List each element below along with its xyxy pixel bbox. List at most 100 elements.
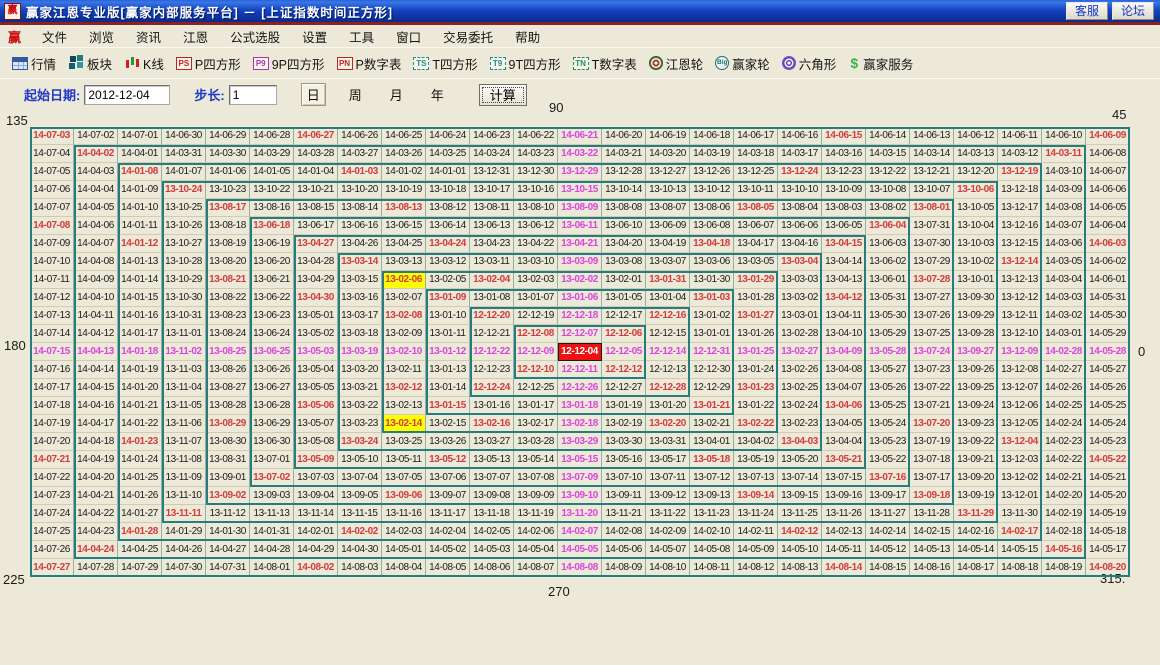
grid-cell: 14-02-09 bbox=[646, 523, 690, 541]
menu-item-7[interactable]: 窗口 bbox=[396, 30, 422, 45]
grid-cell: 13-11-30 bbox=[998, 505, 1042, 523]
toolbar-item-7[interactable]: T9 9T四方形 bbox=[489, 54, 561, 73]
menu-item-4[interactable]: 公式选股 bbox=[230, 30, 281, 45]
grid-cell: 14-03-08 bbox=[1042, 199, 1086, 217]
grid-cell: 13-07-07 bbox=[470, 469, 514, 487]
grid-cell: 13-09-03 bbox=[250, 487, 294, 505]
grid-cell: 13-09-14 bbox=[734, 487, 778, 505]
grid-cell: 13-04-30 bbox=[294, 289, 338, 307]
grid-cell: 14-06-22 bbox=[514, 127, 558, 145]
grid-cell: 14-07-31 bbox=[206, 559, 250, 577]
forum-button[interactable]: 论坛 bbox=[1111, 2, 1154, 20]
grid-cell: 13-05-12 bbox=[426, 451, 470, 469]
grid-cell: 13-02-09 bbox=[382, 325, 426, 343]
grid-cell: 14-06-29 bbox=[206, 127, 250, 145]
toolbar-item-1[interactable]: 板块 bbox=[68, 54, 112, 73]
toolbar-item-5[interactable]: PN P数字表 bbox=[336, 54, 401, 73]
grid-cell: 13-10-03 bbox=[954, 235, 998, 253]
grid-cell: 13-03-12 bbox=[426, 253, 470, 271]
period-option-月[interactable]: 月 bbox=[389, 88, 403, 103]
grid-cell: 14-08-12 bbox=[734, 559, 778, 577]
step-label: 步长: bbox=[194, 88, 225, 103]
grid-cell: 14-02-02 bbox=[338, 523, 382, 541]
grid-cell: 13-12-27 bbox=[646, 163, 690, 181]
grid-cell: 12-12-05 bbox=[602, 343, 646, 361]
toolbar-item-11[interactable]: 六角形 bbox=[781, 54, 836, 73]
toolbar-item-2[interactable]: K线 bbox=[124, 54, 164, 73]
tn-badge-icon: TN bbox=[572, 56, 589, 70]
grid-cell: 14-01-30 bbox=[206, 523, 250, 541]
period-option-周[interactable]: 周 bbox=[348, 88, 362, 103]
menu-item-3[interactable]: 江恩 bbox=[183, 30, 209, 45]
grid-cell: 13-03-07 bbox=[646, 253, 690, 271]
toolbar-item-4[interactable]: P9 9P四方形 bbox=[252, 54, 325, 73]
menu-item-9[interactable]: 帮助 bbox=[515, 30, 541, 45]
grid-cell: 13-05-30 bbox=[866, 307, 910, 325]
grid-cell: 14-01-03 bbox=[338, 163, 382, 181]
toolbar-item-9[interactable]: 江恩轮 bbox=[648, 54, 703, 73]
grid-cell: 14-05-08 bbox=[690, 541, 734, 559]
grid-cell: 14-07-18 bbox=[30, 397, 74, 415]
grid-cell: 13-06-02 bbox=[866, 253, 910, 271]
toolbar-item-3[interactable]: PS P四方形 bbox=[175, 54, 241, 73]
toolbar-item-8[interactable]: TN T数字表 bbox=[572, 54, 637, 73]
menu-item-0[interactable]: 文件 bbox=[42, 30, 68, 45]
calculate-button[interactable]: 计算 bbox=[478, 83, 527, 106]
menu-item-6[interactable]: 工具 bbox=[349, 30, 375, 45]
grid-cell: 14-02-12 bbox=[778, 523, 822, 541]
grid-cell: 13-07-19 bbox=[910, 433, 954, 451]
grid-cell: 13-06-29 bbox=[250, 415, 294, 433]
grid-cell: 14-06-28 bbox=[250, 127, 294, 145]
grid-cell: 13-10-30 bbox=[162, 289, 206, 307]
support-button[interactable]: 客服 bbox=[1065, 2, 1108, 20]
grid-cell: 14-07-28 bbox=[74, 559, 118, 577]
step-input[interactable] bbox=[228, 84, 277, 105]
gann-grid: 14-07-03 14-07-02 14-07-01 14-06-30 14-06-29… bbox=[30, 127, 1130, 577]
grid-cell: 13-10-16 bbox=[514, 181, 558, 199]
toolbar-item-0[interactable]: 行情 bbox=[12, 54, 56, 73]
grid-cell: 14-08-13 bbox=[778, 559, 822, 577]
grid-cell: 12-12-17 bbox=[602, 307, 646, 325]
grid-cell: 13-09-04 bbox=[294, 487, 338, 505]
grid-cell: 13-01-12 bbox=[426, 343, 470, 361]
grid-cell: 13-04-18 bbox=[690, 235, 734, 253]
grid-cell: 12-12-08 bbox=[514, 325, 558, 343]
grid-cell: 13-08-04 bbox=[778, 199, 822, 217]
menu-item-2[interactable]: 资讯 bbox=[136, 30, 162, 45]
window-titlebar: 赢 赢家江恩专业版[赢家内部服务平台] － [上证指数时间正方形] 客服 论坛 bbox=[0, 0, 1160, 22]
ts-badge-icon: TS bbox=[413, 56, 430, 70]
grid-cell: 14-02-05 bbox=[470, 523, 514, 541]
toolbar-item-12[interactable]: $ 赢家服务 bbox=[848, 54, 913, 73]
toolbar-item-label: 行情 bbox=[31, 57, 57, 72]
grid-cell: 13-01-27 bbox=[734, 307, 778, 325]
menu-item-8[interactable]: 交易委托 bbox=[443, 30, 494, 45]
pn-badge-icon: PN bbox=[336, 56, 353, 70]
grid-cell: 13-12-24 bbox=[778, 163, 822, 181]
toolbar-item-6[interactable]: TS T四方形 bbox=[413, 54, 478, 73]
period-option-日[interactable]: 日 bbox=[300, 83, 326, 106]
grid-cell: 13-06-05 bbox=[822, 217, 866, 235]
menu-item-1[interactable]: 浏览 bbox=[89, 30, 115, 45]
grid-cell: 14-04-06 bbox=[74, 217, 118, 235]
period-option-年[interactable]: 年 bbox=[430, 88, 444, 103]
grid-cell: 12-12-21 bbox=[470, 325, 514, 343]
grid-cell: 13-08-10 bbox=[514, 199, 558, 217]
grid-cell: 13-04-14 bbox=[822, 253, 866, 271]
grid-cell: 13-06-18 bbox=[250, 217, 294, 235]
grid-cell: 14-05-28 bbox=[1086, 343, 1130, 361]
grid-cell: 13-09-08 bbox=[470, 487, 514, 505]
grid-cell: 13-08-05 bbox=[734, 199, 778, 217]
grid-cell: 13-02-07 bbox=[382, 289, 426, 307]
grid-cell: 13-05-03 bbox=[294, 343, 338, 361]
grid-cell: 13-12-25 bbox=[734, 163, 778, 181]
grid-cell: 13-02-23 bbox=[778, 415, 822, 433]
grid-cell: 13-09-24 bbox=[954, 397, 998, 415]
toolbar-item-10[interactable]: Big 赢家轮 bbox=[715, 54, 770, 73]
grid-cell: 13-08-29 bbox=[206, 415, 250, 433]
grid-cell: 14-04-12 bbox=[74, 325, 118, 343]
menu-item-5[interactable]: 设置 bbox=[302, 30, 328, 45]
grid-cell: 13-11-14 bbox=[294, 505, 338, 523]
grid-cell: 13-01-11 bbox=[426, 325, 470, 343]
grid-cell: 14-07-14 bbox=[30, 325, 74, 343]
start-date-input[interactable] bbox=[84, 84, 171, 105]
